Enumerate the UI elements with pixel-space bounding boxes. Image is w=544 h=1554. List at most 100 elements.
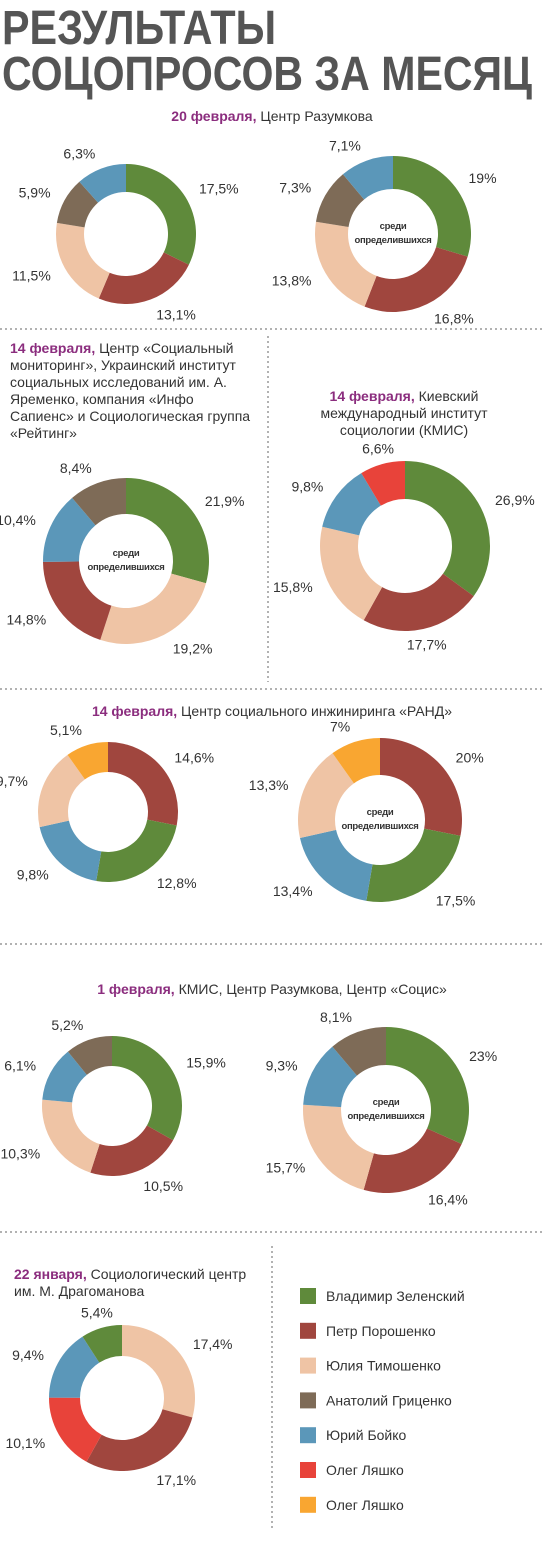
value-label: 26,9%	[495, 492, 535, 508]
donut-slice	[320, 526, 383, 621]
survey-source: КМИС, Центр Разумкова, Центр «Социс»	[178, 981, 447, 997]
donut-slice	[126, 164, 196, 265]
donut-slice	[393, 156, 471, 257]
donut-slice	[364, 247, 468, 313]
value-label: 6,3%	[63, 146, 95, 162]
value-label: 14,8%	[6, 612, 46, 628]
center-label: среди определившихся	[347, 1097, 425, 1122]
legend-label: Петр Порошенко	[326, 1323, 436, 1339]
donut-slice	[303, 1046, 357, 1108]
value-label: 10,5%	[143, 1178, 183, 1194]
value-label: 9,3%	[266, 1058, 298, 1074]
donut-slice	[322, 473, 381, 536]
section-caption: 22 января, Социологический центр им. М. …	[14, 1266, 254, 1300]
value-label: 9,7%	[0, 773, 28, 789]
donut-slice	[37, 754, 85, 828]
legend-swatch	[300, 1357, 316, 1374]
donut-slice	[79, 164, 126, 203]
legend-label: Анатолий Гриценко	[326, 1392, 452, 1408]
donut-slice	[67, 742, 108, 780]
value-label: 9,8%	[17, 866, 49, 882]
legend-swatch	[300, 1462, 316, 1478]
section-caption: 14 февраля, Киевский международный инсти…	[282, 388, 526, 439]
value-label: 5,4%	[81, 1305, 113, 1321]
value-label: 23%	[469, 1048, 497, 1064]
donut-slice	[342, 156, 393, 200]
donut-slice	[126, 478, 209, 584]
survey-date: 1 февраля,	[97, 981, 175, 997]
legend-label: Владимир Зеленский	[326, 1288, 465, 1304]
legend-swatch	[300, 1322, 316, 1339]
survey-source: Центр «Социальный мониторинг», Украински…	[10, 340, 251, 441]
survey-date: 14 февраля,	[329, 388, 415, 404]
legend-swatch	[300, 1392, 316, 1409]
donut-slice	[96, 819, 177, 882]
donut-slice	[298, 753, 354, 838]
donut-slice	[67, 1036, 112, 1075]
donut-slice	[41, 1099, 100, 1173]
survey-source: Центр Разумкова	[260, 108, 373, 124]
donut-slice	[366, 828, 461, 902]
donut-slice	[49, 1397, 102, 1462]
title-line: РЕЗУЛЬТАТЫ	[2, 2, 276, 55]
center-label: среди определившихся	[341, 807, 419, 832]
donut-slice	[72, 478, 126, 526]
donut-slice	[386, 1027, 470, 1145]
donut-slice	[332, 1027, 386, 1076]
value-label: 9,4%	[12, 1347, 44, 1363]
value-label: 15,7%	[266, 1159, 306, 1175]
value-label: 10,3%	[0, 1145, 40, 1161]
legend-swatch	[300, 1496, 316, 1513]
donut-slice	[39, 820, 102, 882]
value-label: 21,9%	[205, 493, 245, 509]
value-label: 17,1%	[156, 1472, 196, 1488]
legend-label: Юлия Тимошенко	[326, 1358, 441, 1374]
legend-label: Олег Ляшко	[326, 1497, 404, 1513]
value-label: 10,4%	[0, 512, 36, 528]
value-label: 11,5%	[12, 268, 51, 284]
survey-date: 14 февраля,	[10, 340, 96, 356]
survey-date: 14 февраля,	[91, 703, 178, 719]
value-label: 7,3%	[279, 180, 311, 196]
survey-source: Центр социального инжиниринга «РАНД»	[181, 703, 453, 719]
donut-slice	[49, 1336, 100, 1398]
value-label: 12,8%	[157, 875, 197, 891]
donut-slice	[380, 738, 462, 836]
value-label: 13,4%	[273, 883, 313, 899]
donut-slice	[55, 222, 110, 299]
value-label: 17,7%	[407, 637, 447, 653]
donut-slice	[43, 561, 112, 640]
value-label: 7,1%	[329, 138, 361, 154]
donut-slice	[405, 461, 491, 597]
value-label: 10,1%	[5, 1435, 45, 1451]
value-label: 14,6%	[174, 749, 214, 765]
title-line: СОЦОПРОСОВ ЗА МЕСЯЦ	[2, 48, 532, 101]
survey-source: Социологический центр им. М. Драгоманова	[14, 1266, 247, 1299]
value-label: 8,4%	[60, 460, 92, 476]
value-label: 5,9%	[19, 185, 51, 201]
value-label: 9,8%	[291, 479, 323, 495]
value-label: 13,8%	[272, 273, 312, 289]
center-label: среди определившихся	[354, 221, 432, 246]
legend-label: Юрий Бойко	[326, 1427, 407, 1443]
legend-label: Олег Ляшко	[326, 1462, 404, 1478]
value-label: 5,2%	[51, 1017, 83, 1033]
value-label: 19,2%	[173, 640, 213, 656]
donut-slice	[315, 174, 365, 227]
donut-slice	[332, 738, 380, 784]
survey-source: Киевский международный институт социолог…	[320, 388, 488, 438]
donut-slice	[361, 461, 405, 506]
value-label: 7%	[330, 719, 350, 735]
donut-slice	[299, 829, 373, 901]
value-label: 17,5%	[199, 180, 239, 196]
value-label: 15,8%	[273, 579, 313, 595]
survey-date: 22 января,	[14, 1266, 87, 1282]
section-caption: 1 февраля, КМИС, Центр Разумкова, Центр …	[0, 981, 544, 998]
value-label: 20%	[456, 750, 484, 766]
donut-slice	[315, 221, 377, 307]
value-label: 16,4%	[428, 1192, 468, 1208]
donut-slice	[108, 742, 178, 826]
donut-slice	[90, 1125, 174, 1176]
donut-slice	[86, 1409, 193, 1472]
